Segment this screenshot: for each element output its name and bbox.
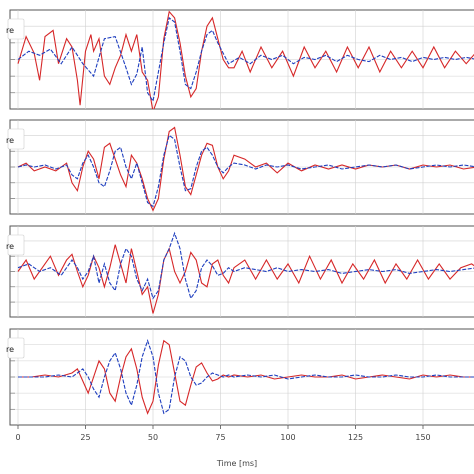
panel-4: re	[6, 328, 474, 426]
legend-box	[7, 18, 25, 40]
legend-box	[7, 234, 25, 256]
panels-layer: re re re re	[6, 9, 474, 426]
series-line-red	[17, 10, 474, 109]
x-tick-label: 50	[148, 433, 158, 442]
legend-label: re	[6, 345, 14, 354]
series-line-red	[17, 244, 474, 314]
x-tick-label: 125	[348, 433, 363, 442]
x-axis-label: Time [ms]	[216, 459, 257, 468]
series-line-blue	[17, 231, 474, 300]
x-tick-label: 100	[280, 433, 295, 442]
legend-label: re	[6, 26, 14, 35]
panel-2: re	[6, 119, 474, 215]
series-line-red	[17, 126, 474, 212]
panel-1: re	[6, 9, 474, 110]
series-line-blue	[18, 338, 474, 415]
legend-label: re	[6, 136, 14, 145]
x-tick-label: 0	[15, 433, 20, 442]
x-tick-label: 75	[215, 433, 225, 442]
panel-3: re	[6, 225, 474, 318]
x-tick-label: 150	[415, 433, 430, 442]
x-axis: 0 25 50 75 100 125 150	[15, 425, 431, 442]
series-line-blue	[17, 134, 474, 208]
series-line-red	[18, 339, 474, 415]
legend-label: re	[6, 242, 14, 251]
series-line-blue	[17, 16, 474, 103]
legend-box	[7, 337, 25, 359]
legend-box	[7, 128, 25, 150]
x-tick-label: 25	[80, 433, 90, 442]
